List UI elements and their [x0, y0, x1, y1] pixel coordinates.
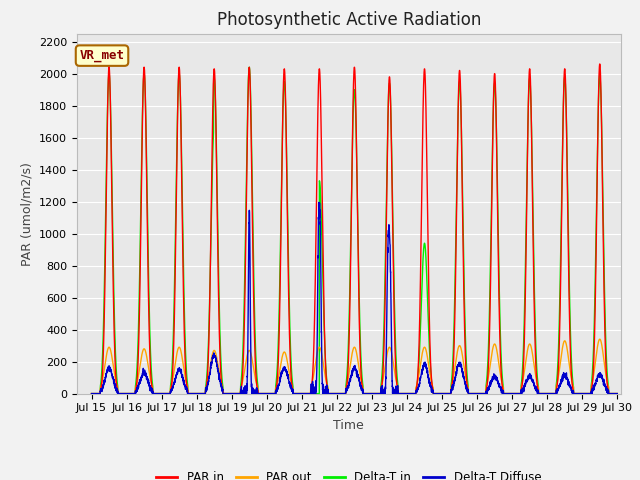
Line: Delta-T in: Delta-T in: [92, 67, 618, 394]
Delta-T Diffuse: [88, 391, 95, 396]
Delta-T in: [472, 391, 480, 396]
PAR in: [502, 391, 509, 396]
PAR in: [443, 391, 451, 396]
PAR in: [335, 391, 342, 396]
PAR in: [182, 374, 190, 380]
Text: VR_met: VR_met: [79, 49, 125, 62]
PAR out: [88, 391, 95, 396]
Delta-T in: [88, 391, 95, 396]
Line: PAR in: PAR in: [92, 64, 618, 394]
PAR in: [88, 391, 95, 396]
Delta-T Diffuse: [315, 200, 323, 205]
Delta-T Diffuse: [502, 391, 509, 396]
PAR in: [596, 61, 604, 67]
Delta-T in: [246, 64, 253, 70]
Delta-T Diffuse: [472, 391, 480, 396]
Y-axis label: PAR (umol/m2/s): PAR (umol/m2/s): [20, 162, 33, 265]
PAR out: [182, 378, 190, 384]
Line: PAR out: PAR out: [92, 339, 618, 394]
Delta-T Diffuse: [335, 391, 342, 396]
PAR in: [613, 391, 621, 396]
Legend: PAR in, PAR out, Delta-T in, Delta-T Diffuse: PAR in, PAR out, Delta-T in, Delta-T Dif…: [152, 466, 546, 480]
PAR in: [614, 391, 621, 396]
Title: Photosynthetic Active Radiation: Photosynthetic Active Radiation: [216, 11, 481, 29]
PAR out: [613, 391, 621, 396]
Delta-T in: [613, 391, 621, 396]
Delta-T in: [502, 391, 509, 396]
PAR out: [443, 391, 451, 396]
Delta-T Diffuse: [614, 391, 621, 396]
X-axis label: Time: Time: [333, 419, 364, 432]
Delta-T in: [182, 360, 190, 366]
Delta-T Diffuse: [443, 391, 451, 396]
PAR out: [596, 336, 604, 342]
Delta-T Diffuse: [613, 391, 621, 396]
Delta-T in: [335, 391, 342, 396]
Line: Delta-T Diffuse: Delta-T Diffuse: [92, 203, 618, 394]
PAR out: [614, 391, 621, 396]
Delta-T in: [443, 391, 451, 396]
PAR out: [335, 391, 342, 396]
PAR out: [502, 391, 509, 396]
Delta-T in: [614, 391, 621, 396]
Delta-T Diffuse: [182, 384, 190, 389]
PAR out: [472, 391, 480, 396]
PAR in: [472, 391, 480, 396]
